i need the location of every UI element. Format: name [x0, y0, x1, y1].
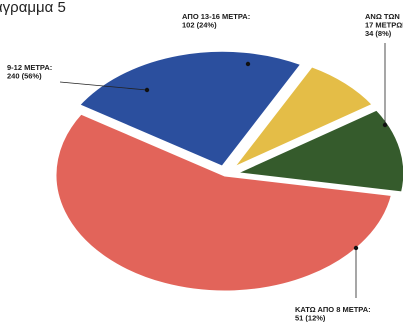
pie-slice-2	[229, 107, 403, 195]
slice-label-line: 51 (12%)	[295, 314, 326, 323]
slice-label-3: 9-12 ΜΕΤΡΑ: 240 (56%)	[7, 63, 52, 81]
slice-label-line: 17 ΜΕΤΡΩΝ	[365, 21, 403, 30]
leader-line-3	[59, 81, 148, 91]
pie-slice-1	[230, 63, 377, 171]
chart-title: αγραμμα 5	[0, 0, 66, 16]
slice-label-2: ΚΑΤΩ ΑΠΟ 8 ΜΕΤΡΑ: 51 (12%)	[295, 305, 371, 323]
pie-slices	[53, 48, 403, 294]
slice-label-line: ΑΝΩ ΤΩΝ	[365, 12, 400, 21]
slice-labels: ΑΠΟ 13-16 ΜΕΤΡΑ: 102 (24%) ΑΝΩ ΤΩΝ 17 ΜΕΤΡΩ…	[7, 12, 403, 323]
leader-dot-3	[144, 87, 150, 93]
leader-dot-1	[382, 122, 388, 128]
pie-slice-0	[75, 48, 305, 170]
leader-dot-2	[353, 245, 359, 251]
slice-label-0: ΑΠΟ 13-16 ΜΕΤΡΑ: 102 (24%)	[182, 12, 250, 30]
slice-label-line: ΑΠΟ 13-16 ΜΕΤΡΑ:	[182, 12, 250, 21]
leader-dot-0	[245, 61, 251, 67]
slice-label-line: 102 (24%)	[182, 21, 217, 30]
slice-label-line: 9-12 ΜΕΤΡΑ:	[7, 63, 52, 72]
slice-label-line: 240 (56%)	[7, 72, 42, 81]
slice-label-line: ΚΑΤΩ ΑΠΟ 8 ΜΕΤΡΑ:	[295, 305, 371, 314]
slice-label-line: 34 (8%)	[365, 29, 392, 38]
